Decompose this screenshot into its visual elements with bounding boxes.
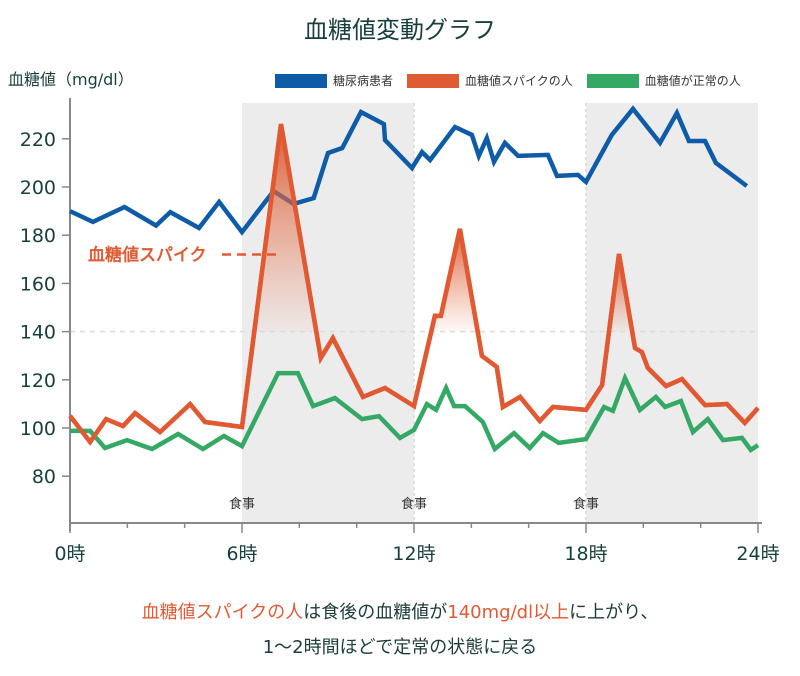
series-line-spike-overlay [68,123,760,446]
legend-label-normal: 血糖値が正常の人 [644,74,741,88]
caption-line-1: 血糖値スパイクの人は食後の血糖値が140mg/dl以上に上がり、 [0,598,800,624]
legend-label-spike: 血糖値スパイクの人 [465,74,573,88]
legend-swatch-diabetic [275,73,327,88]
caption-highlight-spike: 血糖値スパイクの人 [141,602,304,623]
caption-line-2: 1〜2時間ほどで定常の状態に戻る [262,637,538,658]
spike-fill-1 [431,228,478,332]
legend-swatch-spike [407,73,460,88]
legend: 糖尿病患者 血糖値スパイクの人 血糖値が正常の人 [275,72,755,89]
spike-annotation: 血糖値スパイク [88,244,207,265]
y-tick-label: 140 [20,322,56,344]
meal-label: 食事 [401,496,427,512]
meal-label: 食事 [229,496,255,512]
spike-fill-0 [254,124,317,332]
y-tick-label: 200 [20,177,56,199]
y-tick-label: 80 [32,466,56,488]
y-tick-label: 220 [20,129,56,151]
legend-swatch-normal [586,73,639,88]
y-tick-label: 120 [20,370,56,392]
y-tick-label: 160 [20,273,56,295]
x-tick-label: 18時 [564,543,607,565]
caption-text-mid: は食後の血糖値が [303,602,448,623]
x-tick-label: 6時 [226,543,257,565]
spike-fill-2 [609,254,633,332]
series-line-0 [69,105,749,236]
y-axis-label: 血糖値（mg/dl） [8,70,134,89]
y-tick-label: 180 [20,225,56,247]
legend-item-normal: 血糖値が正常の人 [586,72,741,89]
x-tick-label: 12時 [392,543,435,565]
caption-text-end: に上がり、 [569,602,659,623]
legend-item-spike: 血糖値スパイクの人 [407,72,573,89]
x-tick-label: 24時 [736,543,779,565]
legend-label-diabetic: 糖尿病患者 [333,74,394,88]
x-tick-label: 0時 [54,543,85,565]
caption-highlight-threshold: 140mg/dl以上 [447,602,570,623]
legend-item-diabetic: 糖尿病患者 [275,72,393,89]
y-tick-label: 100 [20,418,56,440]
meal-label: 食事 [573,496,599,512]
series-line-2 [70,370,760,453]
chart-title: 血糖値変動グラフ [304,16,496,44]
